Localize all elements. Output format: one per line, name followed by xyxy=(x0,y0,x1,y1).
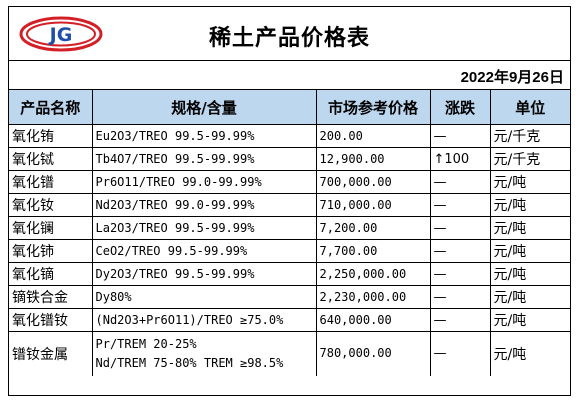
price-cell: 12,900.00 xyxy=(315,147,431,171)
price-cell: 2,250,000.00 xyxy=(315,262,431,286)
logo-text: JG xyxy=(48,24,73,46)
column-header-spec: 规格/含量 xyxy=(91,89,317,125)
table-row: 氧化铈 CeO2/TREO 99.5-99.99% 7,700.00— 元/吨 xyxy=(9,239,570,263)
unit-cell: 元/吨 xyxy=(489,239,570,263)
product-name-cell: 氧化镨钕 xyxy=(9,308,93,332)
price-cell: 7,700.00 xyxy=(315,239,431,263)
date-row: 2022年9月26日 xyxy=(9,60,570,89)
unit-cell: 元/吨 xyxy=(489,170,570,194)
table-row: 镝铁合金 Dy80% 2,230,000.00— 元/吨 xyxy=(9,285,570,309)
column-header-change: 涨跌 xyxy=(429,89,491,125)
product-name-cell: 镨钕金属 xyxy=(9,331,93,376)
price-cell: 710,000.00 xyxy=(315,193,431,217)
change-cell: — xyxy=(429,124,491,148)
price-cell: 2,230,000.00 xyxy=(315,285,431,309)
spec-cell: Dy2O3/TREO 99.5-99.99% xyxy=(91,262,317,286)
table-row: 氧化铽 Tb4O7/TREO 99.5-99.99% 12,900.00 ↑100 元/… xyxy=(9,147,570,171)
price-cell: 200.00 xyxy=(315,124,431,148)
column-header-name: 产品名称 xyxy=(9,89,93,125)
unit-cell: 元/吨 xyxy=(489,285,570,309)
table-row: 氧化钕 Nd2O3/TREO 99.0-99.99% 710,000.00— 元/吨 xyxy=(9,193,570,217)
spec-cell: La2O3/TREO 99.5-99.99% xyxy=(91,216,317,240)
unit-cell: 元/千克 xyxy=(489,147,570,171)
spec-cell: Eu2O3/TREO 99.5-99.99% xyxy=(91,124,317,148)
report-date: 2022年9月26日 xyxy=(460,69,564,86)
product-name-cell: 氧化镨 xyxy=(9,170,93,194)
spec-cell: Pr6O11/TREO 99.0-99.99% xyxy=(91,170,317,194)
company-logo-icon: JG xyxy=(19,16,103,52)
title-area: JG 稀土产品价格表 xyxy=(9,7,570,60)
table-row: 氧化镨钕 (Nd2O3+Pr6O11)/TREO ≥75.0% 640,000.00… xyxy=(9,308,570,332)
product-name-cell: 氧化铈 xyxy=(9,239,93,263)
price-cell: 7,200.00 xyxy=(315,216,431,240)
price-cell: 780,000.00 xyxy=(315,331,431,376)
change-cell: — xyxy=(429,216,491,240)
column-header-unit: 单位 xyxy=(489,89,570,125)
price-cell: 640,000.00 xyxy=(315,308,431,332)
product-name-cell: 氧化镝 xyxy=(9,262,93,286)
product-name-cell: 镝铁合金 xyxy=(9,285,93,309)
price-cell: 700,000.00 xyxy=(315,170,431,194)
change-cell: ↑100 xyxy=(429,147,491,171)
change-cell: — xyxy=(429,170,491,194)
spec-cell: Pr/TREM 20-25% Nd/TREM 75-80% TREM ≥98.5… xyxy=(91,331,317,376)
unit-cell: 元/吨 xyxy=(489,262,570,286)
unit-cell: 元/吨 xyxy=(489,308,570,332)
change-cell: — xyxy=(429,262,491,286)
table-row: 氧化镝 Dy2O3/TREO 99.5-99.99% 2,250,000.00— 元/… xyxy=(9,262,570,286)
unit-cell: 元/吨 xyxy=(489,216,570,240)
column-header-price: 市场参考价格 xyxy=(315,89,431,125)
price-sheet: JG 稀土产品价格表 2022年9月26日 产品名称 规格/含量 市场参考价格 … xyxy=(8,6,571,396)
price-table: 产品名称 规格/含量 市场参考价格 涨跌 单位 氧化铕 Eu2O3/TREO 99… xyxy=(9,89,570,376)
header-row: 产品名称 规格/含量 市场参考价格 涨跌 单位 xyxy=(9,89,570,125)
spec-cell: Dy80% xyxy=(91,285,317,309)
product-name-cell: 氧化铕 xyxy=(9,124,93,148)
product-name-cell: 氧化铽 xyxy=(9,147,93,171)
unit-cell: 元/千克 xyxy=(489,124,570,148)
unit-cell: 元/吨 xyxy=(489,331,570,376)
spec-cell: Tb4O7/TREO 99.5-99.99% xyxy=(91,147,317,171)
change-cell: — xyxy=(429,308,491,332)
product-name-cell: 氧化钕 xyxy=(9,193,93,217)
change-cell: — xyxy=(429,331,491,376)
change-cell: — xyxy=(429,193,491,217)
spec-cell: (Nd2O3+Pr6O11)/TREO ≥75.0% xyxy=(91,308,317,332)
product-name-cell: 氧化镧 xyxy=(9,216,93,240)
spec-cell: CeO2/TREO 99.5-99.99% xyxy=(91,239,317,263)
unit-cell: 元/吨 xyxy=(489,193,570,217)
table-row: 氧化镧 La2O3/TREO 99.5-99.99% 7,200.00— 元/吨 xyxy=(9,216,570,240)
change-cell: — xyxy=(429,285,491,309)
table-row: 氧化铕 Eu2O3/TREO 99.5-99.99% 200.00— 元/千克 xyxy=(9,124,570,148)
page-title: 稀土产品价格表 xyxy=(208,26,370,51)
spec-cell: Nd2O3/TREO 99.0-99.99% xyxy=(91,193,317,217)
change-cell: — xyxy=(429,239,491,263)
table-row: 镨钕金属 Pr/TREM 20-25% Nd/TREM 75-80% TREM ≥… xyxy=(9,331,570,376)
table-row: 氧化镨 Pr6O11/TREO 99.0-99.99% 700,000.00— 元/吨 xyxy=(9,170,570,194)
